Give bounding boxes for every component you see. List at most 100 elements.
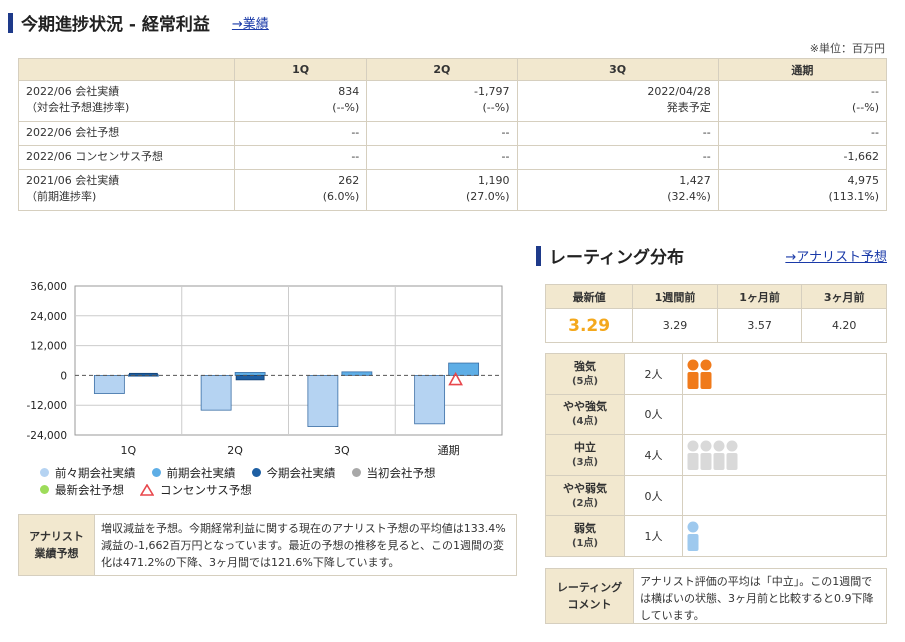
legend-label: 今期会社実績	[266, 465, 336, 480]
y-tick-label: -24,000	[26, 430, 67, 442]
person-icon	[713, 440, 725, 470]
legend-label: 当初会社予想	[366, 465, 436, 480]
distribution-figures	[682, 353, 887, 395]
unit-note: ※単位：百万円	[809, 42, 885, 55]
distribution-level: やや弱気 (2点)	[545, 474, 625, 517]
distribution-count: 1人	[624, 515, 683, 557]
table-row: 2022/06 会社実績 （対会社予想進捗率) 834 (--%) -1,797 (-…	[18, 80, 888, 122]
row-label: 2022/06 会社実績 （対会社予想進捗率)	[18, 80, 235, 122]
person-icon	[700, 359, 712, 389]
distribution-count: 2人	[624, 353, 683, 395]
triangle-icon	[140, 483, 154, 496]
distribution-figures	[682, 434, 887, 476]
analyst-forecast-link[interactable]: →アナリスト予想	[785, 250, 887, 265]
distribution-level: 中立 (3点)	[545, 434, 625, 476]
table-cell: 2022/04/28 発表予定	[516, 80, 719, 122]
rating-comment-label: レーティング コメント	[546, 569, 634, 623]
x-category-label: 通期	[438, 444, 460, 457]
row-label: 2022/06 会社予想	[18, 121, 235, 146]
col-header-2q: 2Q	[366, 58, 518, 81]
header-accent-bar	[536, 245, 541, 266]
header-accent-bar	[8, 12, 13, 33]
table-cell: --	[233, 121, 368, 146]
progress-bar-chart: 36,000 24,000 12,000 0 -12,000 -24,000 1Q 2Q 3Q 通…	[26, 281, 503, 457]
person-icon	[726, 440, 738, 470]
rating-header-1month: 1ヶ月前	[716, 284, 803, 309]
rating-3month-value: 4.20	[801, 308, 887, 343]
x-category-label: 2Q	[227, 444, 243, 457]
bar-two-years-ago	[93, 375, 125, 394]
row-label: 2022/06 コンセンサス予想	[18, 145, 235, 170]
rating-latest-value: 3.29	[544, 308, 634, 343]
table-cell: -1,662	[717, 145, 888, 170]
legend-dot-icon	[40, 485, 49, 494]
rating-table-header: 最新値 1週間前 1ヶ月前 3ヶ月前	[544, 284, 887, 309]
distribution-row: 強気 (5点) 2人	[545, 353, 887, 395]
x-category-label: 1Q	[121, 444, 137, 457]
col-header-3q: 3Q	[516, 58, 719, 81]
table-cell: --	[366, 121, 518, 146]
distribution-level: やや強気 (4点)	[545, 393, 625, 436]
table-cell: 1,427 (32.4%)	[516, 169, 719, 211]
person-icon	[687, 521, 699, 552]
legend-label: 前々期会社実績	[55, 465, 136, 480]
table-cell: 834 (--%)	[233, 80, 368, 122]
bar-prior-year	[341, 371, 373, 376]
analyst-forecast-text: 増収減益を予想。今期経常利益に関する現在のアナリスト予想の平均値は133.4%減…	[101, 522, 506, 569]
x-category-label: 3Q	[334, 444, 350, 457]
table-cell: 1,190 (27.0%)	[366, 169, 518, 211]
table-cell: --	[516, 145, 719, 170]
distribution-figures	[682, 474, 887, 517]
y-tick-label: -12,000	[26, 400, 67, 412]
table-cell: 4,975 (113.1%)	[717, 169, 888, 211]
distribution-level: 弱気 (1点)	[545, 515, 625, 557]
rating-table: 最新値 1週間前 1ヶ月前 3ヶ月前 3.29 3.29 3.57 4.20	[544, 284, 887, 343]
distribution-row: 中立 (3点) 4人	[545, 434, 887, 476]
progress-header: 今期進捗状況 - 経常利益 →業績	[8, 10, 269, 35]
y-tick-label: 0	[60, 370, 67, 382]
rating-values-row: 3.29 3.29 3.57 4.20	[544, 308, 887, 343]
distribution-row: やや強気 (4点) 0人	[545, 393, 887, 436]
rating-distribution-table: 強気 (5点) 2人 やや強気 (4点) 0人 中立 (3点) 4人 やや弱	[545, 353, 887, 557]
y-tick-label: 12,000	[30, 341, 67, 353]
distribution-figures	[682, 515, 887, 557]
bar-current-year	[128, 372, 158, 376]
progress-table-header: 1Q 2Q 3Q 通期	[18, 58, 888, 81]
progress-title: 今期進捗状況 - 経常利益	[21, 15, 210, 35]
consensus-marker	[448, 371, 463, 386]
legend-dot-icon	[151, 468, 161, 477]
rating-header-1week: 1週間前	[632, 284, 718, 309]
legend-item: コンセンサス予想	[140, 482, 252, 498]
col-header-1q: 1Q	[233, 58, 368, 81]
bar-prior-year	[448, 362, 480, 376]
analyst-forecast-label: アナリスト 業績予想	[19, 515, 95, 575]
person-icon	[687, 440, 699, 470]
distribution-level: 強気 (5点)	[545, 353, 625, 395]
rating-title: レーティング分布	[549, 248, 684, 268]
bar-two-years-ago	[200, 375, 232, 411]
bar-two-years-ago	[307, 375, 339, 427]
legend-dot-icon	[251, 468, 261, 477]
bar-two-years-ago	[414, 375, 446, 425]
legend-item: 今期会社実績	[251, 465, 336, 481]
rating-header-3month: 3ヶ月前	[801, 284, 887, 309]
legend-item: 当初会社予想	[351, 465, 436, 481]
table-cell: --	[516, 121, 719, 146]
legend-label: 前期会社実績	[166, 465, 236, 480]
legend-dot-icon	[351, 468, 361, 477]
table-cell: 262 (6.0%)	[233, 169, 368, 211]
chart-legend: 前々期会社実績 前期会社実績 今期会社実績 当初会社予想 最新会社予想 コンセンサス予想	[40, 464, 452, 498]
rating-1month-value: 3.57	[716, 308, 803, 343]
progress-table: 1Q 2Q 3Q 通期 2022/06 会社実績 （対会社予想進捗率) 834 (-…	[18, 58, 888, 211]
table-row: 2021/06 会社実績 （前期進捗率) 262 (6.0%) 1,190 (27.0…	[18, 169, 888, 211]
rating-header-latest: 最新値	[544, 284, 634, 309]
bar-current-year	[235, 375, 265, 381]
table-row: 2022/06 会社予想 -- -- -- --	[18, 121, 888, 146]
table-cell: -- (--%)	[717, 80, 888, 122]
distribution-count: 0人	[624, 474, 683, 517]
y-tick-label: 36,000	[30, 281, 67, 293]
performance-link[interactable]: →業績	[231, 17, 269, 32]
distribution-row: やや弱気 (2点) 0人	[545, 474, 887, 517]
distribution-count: 4人	[624, 434, 683, 476]
rating-header: レーティング分布 →アナリスト予想	[536, 243, 887, 268]
